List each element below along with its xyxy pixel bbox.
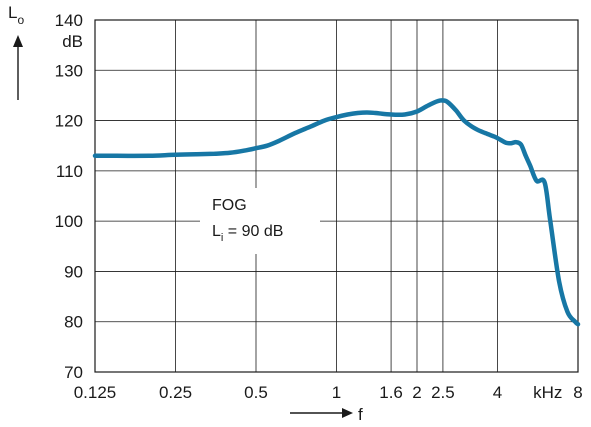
response-curve (92, 98, 581, 327)
x-tick-label: 8 (573, 383, 582, 402)
y-axis-unit: dB (62, 32, 83, 51)
y-axis-arrow-head (13, 35, 23, 47)
x-tick-label: 1.6 (379, 383, 403, 402)
y-tick-label: 70 (64, 363, 83, 382)
x-axis-label: f (358, 405, 363, 424)
x-tick-label: 1 (332, 383, 341, 402)
y-tick-label: 80 (64, 313, 83, 332)
x-axis-arrow-head (342, 408, 353, 418)
y-tick-labels: 70 80 90 100 110 120 130 140 (55, 11, 83, 382)
x-tick-label: 0.25 (159, 383, 192, 402)
y-tick-label: 140 (55, 11, 83, 30)
x-tick-label: 4 (493, 383, 502, 402)
annotation-title: FOG (212, 197, 247, 214)
plot-frame (94, 19, 579, 373)
y-tick-label: 90 (64, 262, 83, 281)
x-axis-unit: kHz (533, 383, 562, 402)
x-tick-label: 0.125 (74, 383, 117, 402)
y-tick-label: 100 (55, 212, 83, 231)
annotation-level: Li = 90 dB (212, 223, 283, 244)
annotation-background (200, 188, 320, 254)
x-tick-label: 2 (412, 383, 421, 402)
y-tick-label: 130 (55, 61, 83, 80)
y-tick-label: 120 (55, 112, 83, 131)
y-tick-label: 110 (56, 162, 83, 181)
y-axis-label: Lo (8, 3, 24, 27)
x-tick-label: 2.5 (431, 383, 455, 402)
grid-lines (95, 20, 578, 372)
x-tick-label: 0.5 (244, 383, 268, 402)
x-tick-labels: 0.125 0.25 0.5 1 1.6 2 2.5 4 8 kHz (74, 383, 583, 402)
